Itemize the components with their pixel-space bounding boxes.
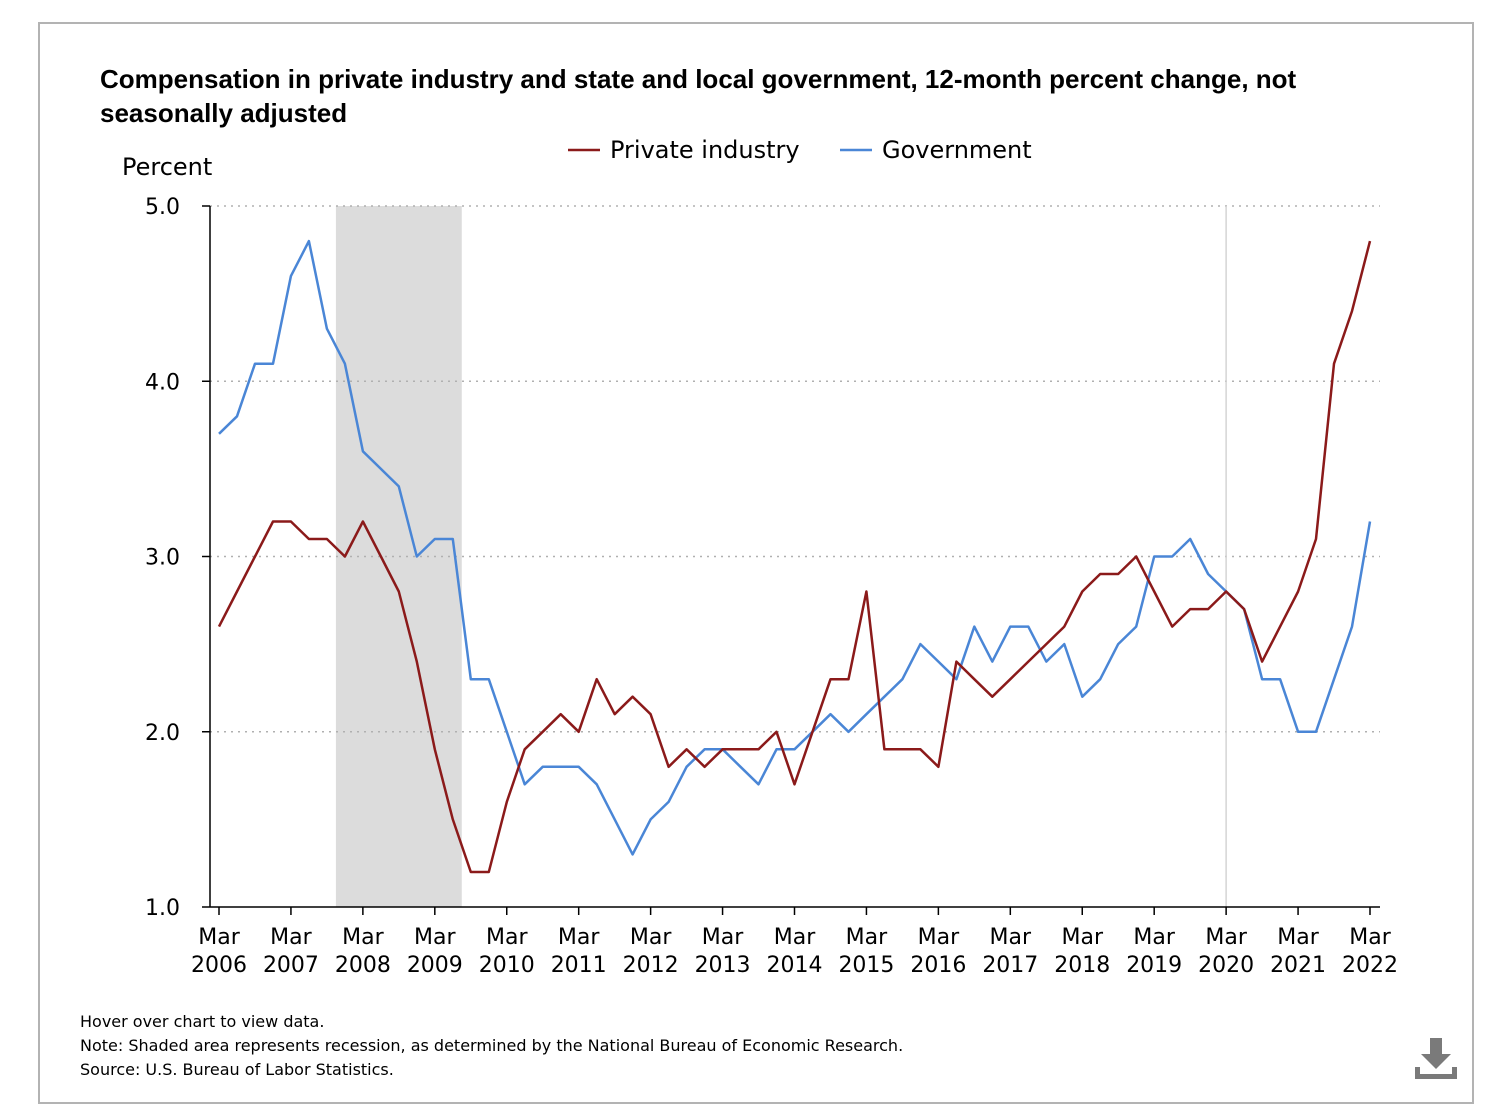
x-tick-year: 2014 — [767, 953, 823, 978]
x-tick-year: 2007 — [263, 953, 319, 978]
chart-title: Compensation in private industry and sta… — [100, 64, 1297, 128]
y-tick-label: 3.0 — [145, 546, 180, 571]
legend-label: Government — [882, 136, 1032, 164]
x-tick-year: 2020 — [1198, 953, 1254, 978]
download-button[interactable] — [1412, 1034, 1460, 1084]
x-tick-month: Mar — [1133, 925, 1175, 950]
x-tick-year: 2019 — [1126, 953, 1182, 978]
x-tick-month: Mar — [342, 925, 384, 950]
recession-note: Note: Shaded area represents recession, … — [80, 1036, 904, 1055]
x-tick-year: 2008 — [335, 953, 391, 978]
y-tick-label: 1.0 — [145, 896, 180, 921]
x-tick-year: 2006 — [191, 953, 247, 978]
hover-hint: Hover over chart to view data. — [80, 1012, 325, 1031]
x-tick-year: 2009 — [407, 953, 463, 978]
x-tick-year: 2013 — [695, 953, 751, 978]
footnotes: Hover over chart to view data. Note: Sha… — [80, 1010, 903, 1082]
x-tick-year: 2015 — [838, 953, 894, 978]
x-tick-year: 2017 — [982, 953, 1038, 978]
x-tick-month: Mar — [558, 925, 600, 950]
x-tick-year: 2010 — [479, 953, 535, 978]
x-tick-month: Mar — [1349, 925, 1391, 950]
legend: Private industry Government — [568, 136, 1032, 164]
x-tick-month: Mar — [702, 925, 744, 950]
chart-area[interactable]: 1.0 2.0 3.0 4.0 5.0 Mar 2006 Mar 2007 Mar 2008 Mar… — [0, 0, 1508, 1000]
x-tick-year: 2022 — [1342, 953, 1398, 978]
x-tick-month: Mar — [918, 925, 960, 950]
series-line-private-industry[interactable] — [217, 240, 1372, 874]
x-tick-year: 2016 — [910, 953, 966, 978]
x-tick-month: Mar — [486, 925, 528, 950]
download-icon — [1415, 1038, 1457, 1079]
y-tick-label: 5.0 — [145, 195, 180, 220]
x-tick-month: Mar — [414, 925, 456, 950]
x-tick-month: Mar — [630, 925, 672, 950]
x-tick-month: Mar — [198, 925, 240, 950]
source-note: Source: U.S. Bureau of Labor Statistics. — [80, 1060, 394, 1079]
legend-label: Private industry — [610, 136, 800, 164]
chart-frame — [38, 22, 1474, 1104]
series-line-government[interactable] — [218, 239, 1372, 856]
x-tick-month: Mar — [1277, 925, 1319, 950]
x-tick-month: Mar — [270, 925, 312, 950]
recession-shading — [335, 206, 462, 907]
x-tick-year: 2011 — [551, 953, 607, 978]
y-tick-label: 4.0 — [145, 370, 180, 395]
x-tick-year: 2021 — [1270, 953, 1326, 978]
x-tick-month: Mar — [1061, 925, 1103, 950]
x-tick-month: Mar — [1205, 925, 1247, 950]
x-tick-year: 2018 — [1054, 953, 1110, 978]
x-tick-month: Mar — [774, 925, 816, 950]
x-tick-month: Mar — [990, 925, 1032, 950]
y-axis-label: Percent — [122, 153, 212, 181]
y-tick-label: 2.0 — [145, 721, 180, 746]
x-tick-month: Mar — [846, 925, 888, 950]
x-tick-year: 2012 — [623, 953, 679, 978]
